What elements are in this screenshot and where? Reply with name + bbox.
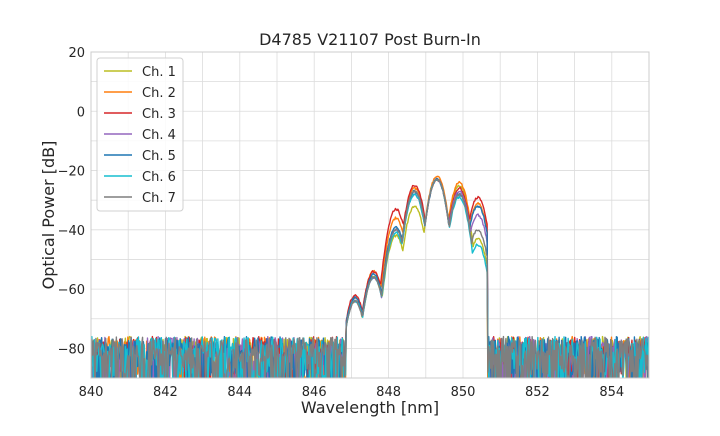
y-tick-label: −40 (58, 224, 85, 239)
y-axis-label: Optical Power [dB] (39, 141, 58, 290)
legend-label: Ch. 2 (142, 86, 176, 101)
legend-label: Ch. 7 (142, 191, 176, 206)
y-tick-label: −60 (58, 283, 85, 298)
x-axis-label: Wavelength [nm] (301, 398, 439, 417)
plot-frame (90, 51, 650, 379)
x-tick-label: 846 (302, 385, 327, 400)
x-tick-label: 840 (79, 385, 104, 400)
x-tick-labels: 840 842 844 846 848 850 852 854 (79, 385, 625, 400)
y-tick-label: 0 (77, 105, 85, 120)
series-line-ch7 (91, 178, 649, 378)
y-tick-labels: 20 0 −20 −40 −60 −80 (58, 46, 85, 357)
legend-label: Ch. 3 (142, 107, 176, 122)
plot-background (91, 52, 649, 378)
series-group (91, 175, 649, 378)
x-tick-label: 842 (153, 385, 178, 400)
legend: Ch. 1 Ch. 2 Ch. 3 Ch. 4 Ch. 5 Ch. 6 Ch. 7 (96, 57, 184, 212)
x-tick-label: 848 (376, 385, 401, 400)
chart-title: D4785 V21107 Post Burn-In (259, 30, 481, 49)
x-tick-label: 854 (599, 385, 624, 400)
legend-box (96, 57, 184, 212)
y-tick-label: −20 (58, 165, 85, 180)
legend-label: Ch. 5 (142, 149, 176, 164)
y-tick-label: 20 (68, 46, 85, 61)
legend-label: Ch. 4 (142, 128, 176, 143)
y-tick-label: −80 (58, 342, 85, 357)
x-tick-label: 852 (525, 385, 550, 400)
x-tick-label: 844 (227, 385, 252, 400)
x-tick-label: 850 (451, 385, 476, 400)
legend-label: Ch. 1 (142, 65, 176, 80)
legend-label: Ch. 6 (142, 170, 176, 185)
